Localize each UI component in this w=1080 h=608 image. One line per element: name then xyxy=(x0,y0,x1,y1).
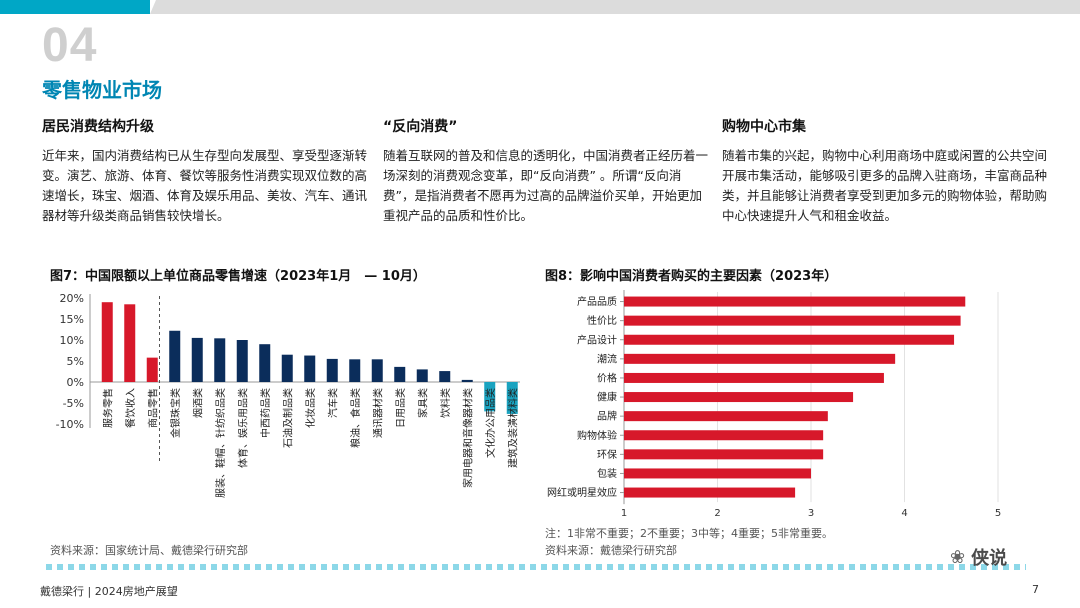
column-heading: 购物中心市集 xyxy=(722,119,806,135)
bar xyxy=(101,302,113,382)
y-tick-label: 产品品质 xyxy=(577,295,617,308)
figure8-source: 资料来源：戴德梁行研究部 xyxy=(545,544,677,557)
page-number: 7 xyxy=(1032,583,1039,596)
watermark: ❀ 侠说 xyxy=(950,544,1007,570)
column-body: 随着互联网的普及和信息的透明化，中国消费者正经历着一场深刻的消费观念变革，即“反… xyxy=(383,148,709,223)
figure8-title: 图8：影响中国消费者购买的主要因素（2023年） xyxy=(545,269,838,284)
bar xyxy=(281,354,293,382)
y-tick-label: 潮流 xyxy=(597,352,617,365)
x-tick-label: 文化办公用品类 xyxy=(484,388,497,458)
bar xyxy=(439,371,451,382)
x-tick-label: 中西药品类 xyxy=(259,388,272,438)
x-tick-label: 家具类 xyxy=(416,388,429,418)
x-tick-label: 通讯器材类 xyxy=(371,388,384,438)
y-tick-label: 5% xyxy=(67,355,84,368)
x-tick-label: 建筑及装潢材料类 xyxy=(506,388,519,468)
x-tick-label: 饮料类 xyxy=(439,388,452,418)
y-tick-label: 产品设计 xyxy=(577,333,617,346)
bar xyxy=(506,382,518,414)
x-tick-label: 服务零售 xyxy=(101,388,114,428)
column-body: 近年来，国内消费结构已从生存型向发展型、享受型逐渐转变。演艺、旅游、体育、餐饮等… xyxy=(42,148,368,223)
bar xyxy=(236,340,248,382)
y-tick-label: 10% xyxy=(60,334,84,347)
bar xyxy=(259,344,271,382)
x-tick-label: 4 xyxy=(901,508,907,519)
x-tick-label: 石油及制品类 xyxy=(281,388,294,448)
bar xyxy=(624,411,828,422)
column-heading: “反向消费” xyxy=(383,119,458,135)
y-tick-label: 健康 xyxy=(597,391,617,404)
x-tick-label: 服装、鞋帽、针纺织品类 xyxy=(214,388,227,498)
footer-label: 戴德梁行 | 2024房地产展望 xyxy=(40,585,178,598)
bar xyxy=(624,487,796,498)
x-tick-label: 体育、娱乐用品类 xyxy=(236,388,249,468)
bar xyxy=(191,337,203,382)
bar xyxy=(146,357,158,382)
x-tick-label: 5 xyxy=(995,508,1001,519)
top-accent-bar-gray xyxy=(150,0,1080,14)
y-tick-label: -10% xyxy=(56,418,84,431)
x-tick-label: 汽车类 xyxy=(326,388,339,418)
column-consumption-upgrade: 居民消费结构升级 近年来，国内消费结构已从生存型向发展型、享受型逐渐转变。演艺、… xyxy=(42,116,367,226)
bar xyxy=(304,355,316,382)
x-tick-label: 化妆品类 xyxy=(304,388,317,428)
bar xyxy=(214,338,226,382)
bar xyxy=(624,296,966,307)
bar xyxy=(624,334,955,345)
top-accent-bar-teal xyxy=(0,0,150,14)
y-tick-label: 性价比 xyxy=(587,314,617,327)
y-tick-label: 包装 xyxy=(597,467,617,480)
y-tick-label: 15% xyxy=(60,313,84,326)
bar xyxy=(124,304,136,382)
y-tick-label: 环保 xyxy=(597,448,617,461)
column-body: 随着市集的兴起，购物中心利用商场中庭或闲置的公共空间开展市集活动，能够吸引更多的… xyxy=(722,148,1048,223)
watermark-text: 侠说 xyxy=(971,548,1008,569)
y-tick-label: 价格 xyxy=(597,371,617,384)
y-tick-label: 20% xyxy=(60,292,84,305)
x-tick-label: 金银珠宝类 xyxy=(169,388,182,438)
x-tick-label: 1 xyxy=(621,508,627,519)
bar xyxy=(624,315,961,326)
bar xyxy=(349,359,361,382)
x-tick-label: 粮油、食品类 xyxy=(349,388,362,448)
figure8-note: 注：1非常不重要；2不重要；3中等；4重要；5非常重要。 xyxy=(545,527,833,540)
wechat-icon: ❀ xyxy=(950,546,966,568)
x-tick-label: 餐饮收入 xyxy=(124,388,137,428)
bar xyxy=(624,372,884,383)
bar xyxy=(394,366,406,382)
figure7-source: 资料来源：国家统计局、戴德梁行研究部 xyxy=(50,544,248,557)
y-tick-label: 0% xyxy=(67,376,84,389)
y-tick-label: 购物体验 xyxy=(577,429,617,442)
figure7-title: 图7：中国限额以上单位商品零售增速（2023年1月 — 10月） xyxy=(50,269,426,284)
bar xyxy=(326,358,338,382)
bar xyxy=(461,379,473,382)
bar xyxy=(371,359,383,382)
column-mall-markets: 购物中心市集 随着市集的兴起，购物中心利用商场中庭或闲置的公共空间开展市集活动，… xyxy=(722,116,1047,226)
x-tick-label: 2 xyxy=(714,508,720,519)
x-tick-label: 日用品类 xyxy=(394,388,407,428)
bar xyxy=(416,369,428,382)
bar xyxy=(624,468,811,479)
y-tick-label: -5% xyxy=(63,397,84,410)
bar xyxy=(624,430,824,441)
bar xyxy=(624,353,896,364)
x-tick-label: 商品零售 xyxy=(146,388,159,428)
bar xyxy=(169,330,181,382)
top-accent-bar xyxy=(0,0,1080,14)
x-tick-label: 3 xyxy=(808,508,814,519)
hatched-divider xyxy=(46,564,1026,570)
section-number: 04 xyxy=(42,19,98,72)
bar xyxy=(624,392,854,403)
column-heading: 居民消费结构升级 xyxy=(42,119,154,135)
bar xyxy=(484,382,496,412)
y-tick-label: 品牌 xyxy=(597,410,617,423)
bar xyxy=(624,449,824,460)
section-title: 零售物业市场 xyxy=(42,78,162,102)
column-reverse-consumption: “反向消费” 随着互联网的普及和信息的透明化，中国消费者正经历着一场深刻的消费观… xyxy=(383,116,708,226)
x-tick-label: 家用电器和音像器材类 xyxy=(461,388,474,488)
y-tick-label: 网红或明星效应 xyxy=(547,486,617,499)
figure7-chart: 20% 15% 10% 5% 0% -5% -10% 服务零售 餐饮收入 商品零售 金银珠宝类 烟酒类… xyxy=(56,292,520,498)
x-tick-label: 烟酒类 xyxy=(191,388,204,418)
